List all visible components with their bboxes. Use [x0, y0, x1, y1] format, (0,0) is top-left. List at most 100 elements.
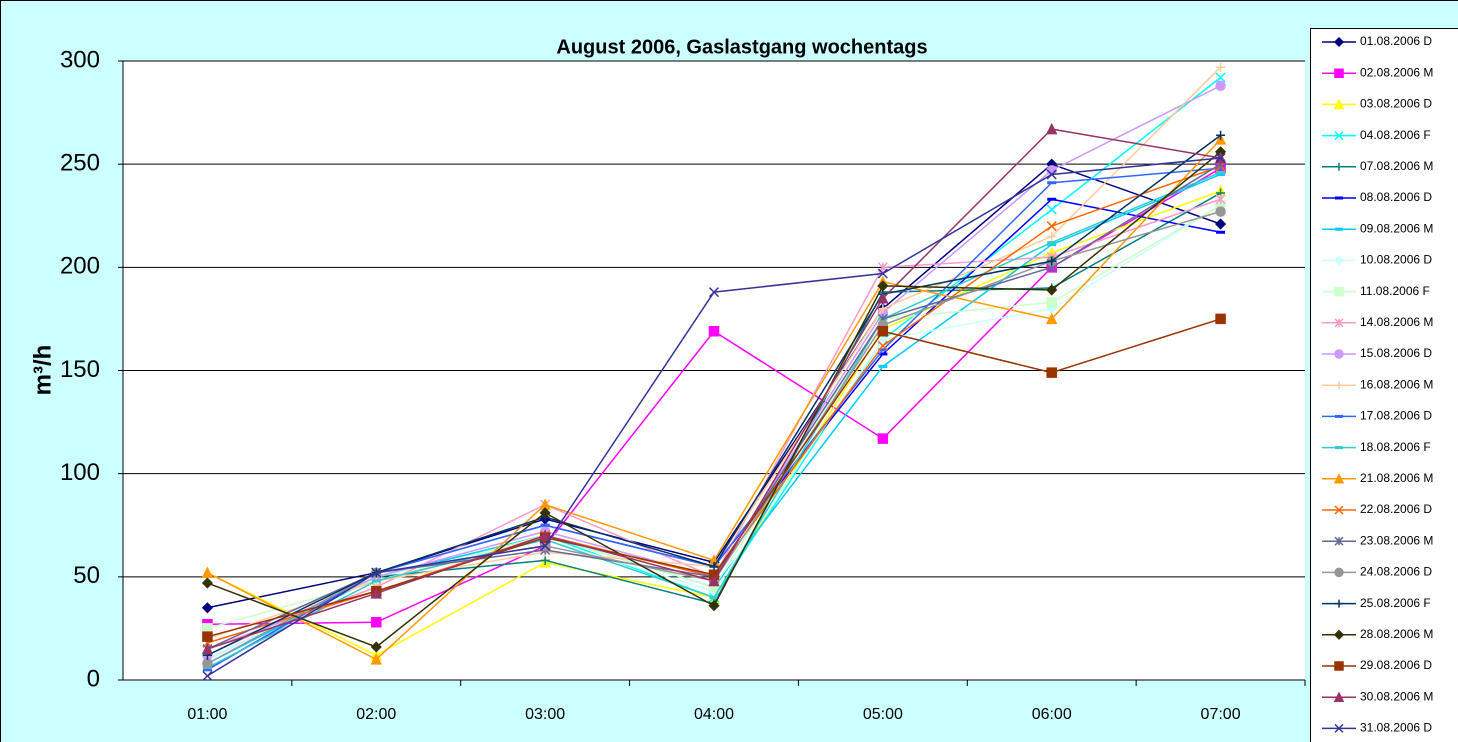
legend-label: 03.08.2006 D	[1360, 97, 1432, 111]
legend-label: 07.08.2006 M	[1360, 159, 1433, 173]
marker	[371, 616, 382, 628]
marker	[1045, 122, 1058, 135]
marker	[201, 577, 213, 589]
legend-label: 23.08.2006 M	[1360, 533, 1433, 547]
marker	[370, 641, 382, 653]
marker	[708, 326, 720, 337]
legend-label: 08.08.2006 D	[1360, 190, 1432, 204]
marker	[1045, 312, 1058, 325]
legend-label: 25.08.2006 F	[1360, 596, 1431, 610]
marker	[202, 631, 213, 642]
marker	[1216, 62, 1226, 72]
chart-title: August 2006, Gaslastgang wochentags	[556, 36, 927, 58]
legend-label: 16.08.2006 M	[1360, 377, 1433, 391]
marker	[1335, 381, 1343, 390]
marker	[1333, 36, 1345, 48]
legend-label: 15.08.2006 D	[1360, 346, 1432, 360]
legend-label: 24.08.2006 D	[1360, 565, 1432, 579]
marker	[877, 433, 889, 444]
marker	[202, 658, 213, 669]
marker	[371, 567, 382, 578]
marker	[1333, 255, 1345, 266]
marker	[539, 529, 551, 541]
marker	[1046, 204, 1057, 215]
marker	[1047, 231, 1057, 241]
legend-label: 14.08.2006 M	[1360, 315, 1433, 329]
marker	[877, 333, 889, 346]
x-tick-label: 04:00	[694, 706, 734, 723]
marker	[1334, 349, 1344, 359]
marker	[1335, 599, 1343, 608]
marker	[1334, 723, 1344, 733]
y-tick-label: 0	[87, 665, 100, 692]
y-tick-label: 50	[73, 562, 100, 589]
y-tick-label: 250	[60, 150, 100, 177]
marker	[1334, 567, 1344, 578]
x-tick-label: 02:00	[356, 706, 396, 723]
marker	[708, 600, 720, 612]
marker	[370, 587, 382, 599]
marker	[1046, 169, 1057, 180]
marker	[1215, 194, 1226, 205]
marker	[202, 670, 213, 681]
marker	[877, 268, 888, 279]
marker	[708, 287, 720, 298]
marker	[709, 562, 719, 572]
marker	[539, 507, 551, 519]
marker	[1046, 367, 1057, 378]
y-tick-label: 300	[60, 46, 100, 73]
y-tick-label: 200	[60, 253, 100, 280]
legend-label: 17.08.2006 D	[1360, 409, 1432, 423]
marker	[370, 653, 382, 665]
legend-label: 18.08.2006 F	[1360, 440, 1431, 454]
x-tick-label: 01:00	[187, 706, 227, 723]
marker	[1215, 313, 1226, 325]
marker	[540, 555, 550, 565]
marker	[1334, 536, 1344, 546]
legend-label: 10.08.2006 D	[1360, 253, 1432, 267]
marker	[1335, 162, 1343, 171]
marker	[1046, 297, 1057, 308]
marker	[1334, 505, 1344, 515]
legend-label: 22.08.2006 D	[1360, 502, 1432, 516]
marker	[1334, 68, 1344, 78]
marker	[708, 574, 720, 587]
marker	[540, 540, 551, 551]
marker	[1333, 691, 1345, 702]
marker	[1215, 218, 1227, 230]
marker	[877, 280, 889, 292]
marker	[1334, 318, 1344, 328]
marker	[1215, 80, 1226, 92]
marker	[1047, 256, 1057, 266]
marker	[1046, 221, 1057, 232]
y-tick-label: 150	[60, 356, 100, 383]
legend-label: 02.08.2006 M	[1360, 65, 1433, 79]
marker	[1334, 661, 1344, 671]
marker	[201, 566, 214, 578]
x-tick-label: 03:00	[525, 706, 565, 723]
legend-label: 11.08.2006 F	[1360, 284, 1430, 298]
marker	[1334, 286, 1344, 297]
marker	[1215, 72, 1226, 83]
marker	[1046, 284, 1058, 296]
x-tick-label: 07:00	[1201, 706, 1241, 723]
marker	[1333, 473, 1345, 484]
x-tick-label: 06:00	[1032, 706, 1072, 723]
legend-label: 31.08.2006 D	[1360, 721, 1432, 735]
x-tick-label: 05:00	[863, 706, 903, 723]
marker	[877, 340, 888, 351]
marker	[877, 292, 889, 304]
marker	[878, 304, 888, 314]
legend-label: 04.08.2006 F	[1360, 128, 1431, 142]
legend-label: 21.08.2006 M	[1360, 471, 1433, 485]
legend-label: 01.08.2006 D	[1360, 34, 1432, 48]
marker	[1216, 130, 1226, 140]
marker	[1215, 206, 1226, 217]
legend-label: 09.08.2006 M	[1360, 221, 1433, 235]
legend-label: 28.08.2006 M	[1360, 627, 1433, 641]
marker	[1215, 152, 1226, 164]
marker	[201, 602, 213, 614]
marker	[1333, 98, 1345, 110]
